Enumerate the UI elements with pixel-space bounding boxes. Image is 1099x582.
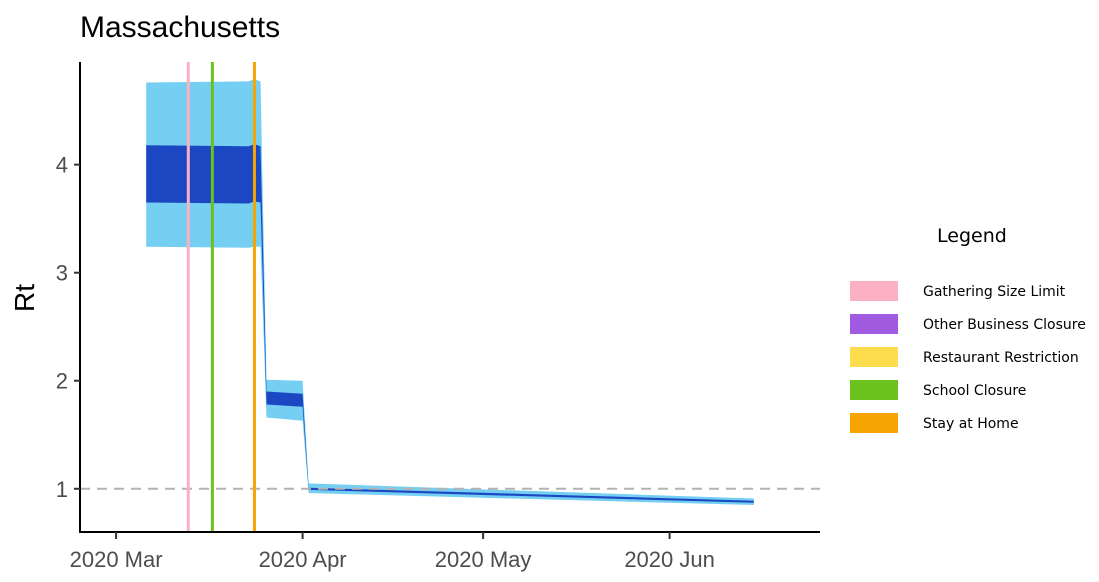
band-inner bbox=[146, 144, 754, 503]
x-tick-label-1: 2020 Apr bbox=[259, 547, 347, 572]
legend-swatch-3 bbox=[850, 380, 898, 400]
legend-label-2: Restaurant Restriction bbox=[923, 350, 1079, 366]
interventions-layer bbox=[186, 62, 256, 532]
axes bbox=[79, 62, 820, 533]
legend-swatch-2 bbox=[850, 347, 898, 367]
x-ticks: 2020 Mar 2020 Apr 2020 May 2020 Jun bbox=[70, 532, 715, 572]
legend-swatch-0 bbox=[850, 281, 898, 301]
legend-title: Legend bbox=[937, 225, 1007, 247]
y-tick-label-1: 2 bbox=[56, 369, 68, 394]
y-tick-label-0: 1 bbox=[56, 477, 68, 502]
legend-label-3: School Closure bbox=[923, 383, 1026, 399]
bands-layer bbox=[146, 79, 754, 506]
legend-swatch-4 bbox=[850, 413, 898, 433]
x-tick-label-0: 2020 Mar bbox=[70, 547, 163, 572]
legend-label-4: Stay at Home bbox=[923, 416, 1019, 432]
chart-title: Massachusetts bbox=[80, 11, 280, 44]
band-outer bbox=[146, 79, 754, 506]
y-axis-label: Rt bbox=[9, 284, 40, 312]
legend-swatch-1 bbox=[850, 314, 898, 334]
y-tick-label-2: 3 bbox=[56, 261, 68, 286]
x-tick-label-2: 2020 May bbox=[435, 547, 532, 572]
y-ticks: 1 2 3 4 bbox=[56, 153, 80, 502]
x-tick-label-3: 2020 Jun bbox=[624, 547, 715, 572]
legend: Legend Gathering Size Limit Other Busines… bbox=[850, 225, 1086, 433]
legend-label-0: Gathering Size Limit bbox=[923, 284, 1066, 300]
y-tick-label-3: 4 bbox=[56, 153, 68, 178]
legend-label-1: Other Business Closure bbox=[923, 317, 1086, 333]
